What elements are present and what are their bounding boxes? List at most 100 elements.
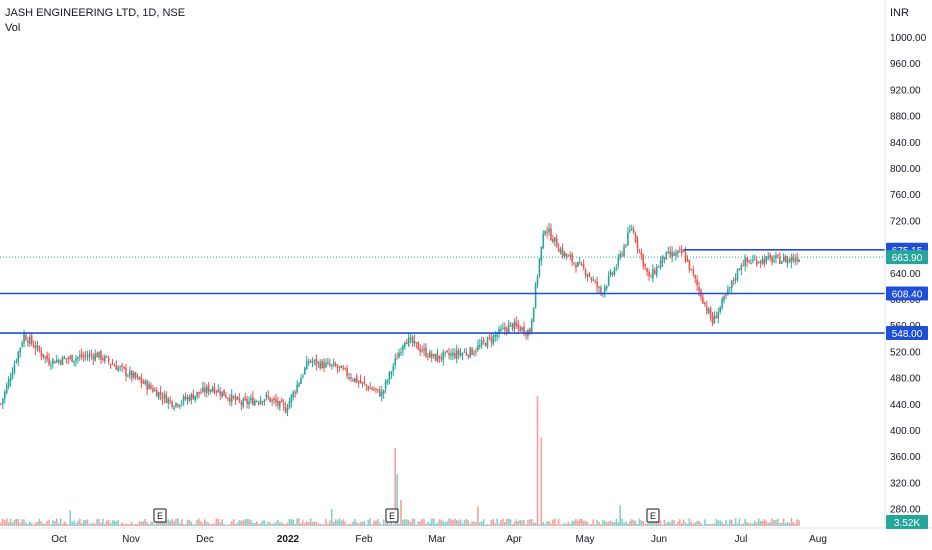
candle (300, 374, 302, 384)
candle (529, 327, 531, 336)
volume-bar (255, 521, 258, 526)
candle (555, 233, 558, 248)
candle (790, 253, 793, 269)
volume-bar (557, 518, 560, 526)
earnings-marker[interactable]: E (153, 508, 167, 523)
candle (284, 401, 287, 414)
candle (61, 355, 64, 366)
price-axis[interactable]: 280.00 320.00 360.00 400.00 440.00 480.00 520.… (890, 33, 927, 516)
volume-bar (707, 523, 710, 526)
volume-bar (744, 519, 746, 526)
volume-bar (732, 524, 735, 526)
candle (434, 353, 437, 362)
volume-bar (525, 524, 527, 526)
candle (42, 353, 45, 360)
volume-bar (375, 520, 377, 526)
volume-bar (786, 521, 789, 526)
volume-bar (538, 524, 541, 526)
volume-bar (646, 523, 648, 526)
volume-bar (569, 523, 571, 526)
volume-bar (779, 522, 781, 526)
candle (625, 244, 627, 249)
volume-bar (192, 524, 195, 526)
candle (711, 311, 714, 327)
candle (30, 332, 33, 347)
candle (384, 379, 387, 394)
volume-bar (548, 521, 550, 526)
candle (117, 365, 120, 373)
candle (327, 357, 329, 366)
volume-bar (479, 522, 481, 526)
candle (471, 346, 473, 356)
volume-bar (0, 522, 2, 526)
price-tick-label: 360.00 (890, 452, 921, 463)
volume-bar (307, 521, 310, 526)
earnings-marker[interactable]: E (385, 508, 399, 523)
volume-bar (673, 520, 675, 526)
candle (404, 341, 406, 350)
candle (475, 347, 477, 357)
volume-bar (588, 524, 591, 526)
price-tick-label: 320.00 (890, 478, 921, 489)
candle (540, 246, 543, 266)
candle (719, 306, 721, 315)
candle (750, 258, 752, 265)
volume-bar (327, 523, 329, 526)
candle (225, 392, 227, 399)
volume-bar (717, 520, 720, 526)
volume-bar (261, 520, 264, 526)
candle (188, 394, 191, 403)
candle (130, 369, 133, 383)
candle (623, 243, 625, 258)
volume-bar (671, 519, 673, 526)
volume-bar (504, 521, 506, 526)
candle (796, 252, 798, 265)
candle (705, 300, 708, 315)
time-axis[interactable]: Oct Nov Dec 2022 Feb Mar Apr May Jun Jul Aug (51, 534, 827, 545)
candle (771, 255, 773, 266)
candle (294, 389, 296, 398)
volume-indicator-label[interactable]: Vol (5, 22, 21, 34)
volume-bar (13, 520, 16, 526)
candle (457, 347, 460, 360)
candle (709, 305, 712, 322)
candle (104, 354, 106, 364)
candle (421, 345, 423, 354)
volume-bar (736, 523, 739, 526)
candle (354, 377, 356, 383)
candle (411, 335, 414, 347)
candle (548, 222, 550, 236)
volume-bar (125, 523, 127, 526)
volume-bar (25, 522, 27, 526)
candle (538, 258, 541, 278)
volume-bar (650, 520, 652, 526)
candle (757, 261, 760, 264)
volume-bar (517, 521, 520, 526)
time-tick-label: 2022 (277, 534, 300, 545)
candle (171, 400, 173, 409)
svg-text:608.40: 608.40 (892, 289, 923, 300)
volume-bar (554, 518, 556, 526)
symbol-title[interactable]: JASH ENGINEERING LTD, 1D, NSE (5, 7, 186, 19)
earnings-marker[interactable]: E (646, 508, 660, 523)
volume-bar (665, 523, 668, 526)
candle (544, 230, 546, 236)
candle (794, 254, 796, 266)
candle (190, 392, 193, 405)
time-tick-label: Jun (651, 534, 667, 545)
candle (244, 392, 246, 402)
candle (692, 265, 695, 277)
volume-bar (529, 519, 531, 526)
candle (729, 286, 731, 293)
volume-bar (344, 521, 346, 526)
volume-bar (454, 518, 456, 526)
candle (792, 253, 795, 263)
candle (509, 322, 512, 328)
volume-bar (250, 520, 252, 526)
candle (261, 401, 264, 406)
time-tick-label: Dec (196, 534, 214, 545)
volume-bar (104, 523, 106, 526)
level-price-badge: 548.00 (886, 326, 928, 341)
volume-bar (782, 518, 785, 526)
